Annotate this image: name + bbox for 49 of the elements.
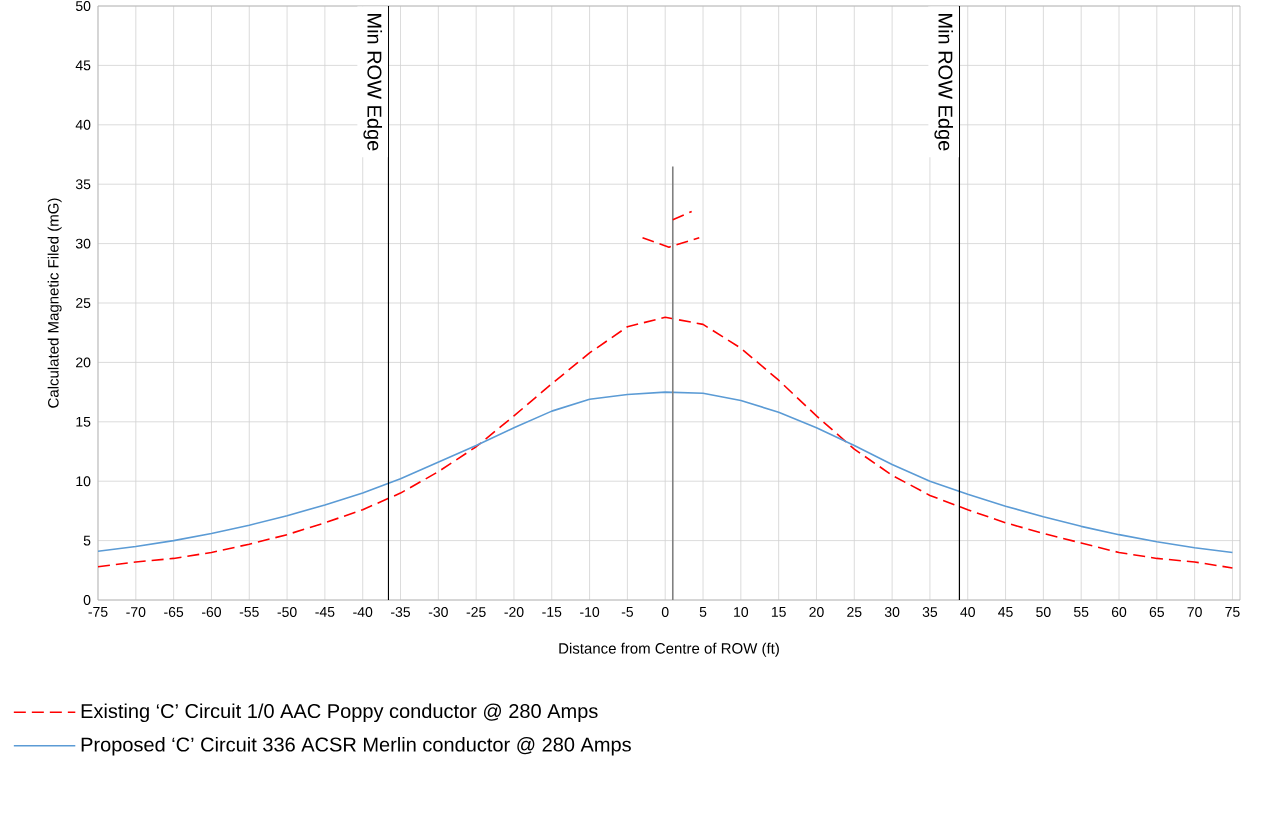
- x-tick-label: 45: [998, 607, 1013, 617]
- y-axis-title: Calculated Magnetic Filed (mG): [47, 198, 62, 408]
- x-tick-label: -15: [542, 607, 562, 617]
- y-tick-label: 30: [75, 238, 91, 249]
- y-tick-label: 35: [75, 179, 91, 190]
- y-tick-label: 45: [75, 60, 91, 71]
- x-tick-label: -50: [277, 607, 297, 617]
- x-tick-label: 70: [1187, 607, 1202, 617]
- x-tick-label: 30: [884, 607, 900, 617]
- x-tick-label: 10: [734, 607, 749, 617]
- x-tick-label: 50: [1036, 607, 1051, 617]
- x-tick-label: 40: [960, 607, 975, 617]
- x-tick-label: -40: [353, 607, 373, 617]
- x-tick-label: -75: [88, 607, 108, 617]
- legend-label: Existing ‘C’ Circuit 1/0 AAC Poppy conductor @ 280 Amps: [81, 703, 598, 723]
- x-tick-label: -70: [126, 607, 146, 617]
- ref-line-label: Min ROW Edge: [934, 14, 954, 151]
- y-tick-label: 40: [75, 119, 91, 130]
- line-series: [98, 316, 1234, 569]
- ref-line-label: Min ROW Edge: [363, 14, 383, 151]
- x-tick-label: -35: [391, 607, 411, 617]
- x-tick-label: -55: [239, 607, 259, 617]
- x-tick-label: 65: [1149, 607, 1164, 617]
- x-tick-label: 60: [1111, 607, 1127, 617]
- y-tick-label: 25: [76, 298, 91, 308]
- x-tick-label: 0: [661, 607, 669, 617]
- x-tick-label: 55: [1073, 607, 1089, 617]
- x-tick-label: -20: [504, 607, 524, 617]
- x-tick-label: 20: [809, 607, 824, 617]
- x-tick-label: -45: [315, 607, 335, 617]
- y-tick-label: 0: [83, 595, 91, 605]
- y-tick-label: 20: [76, 357, 91, 368]
- x-tick-label: -65: [164, 607, 184, 617]
- legend-label: Proposed ‘C’ Circuit 336 ACSR Merlin conductor @ 280 Amps: [81, 736, 631, 756]
- y-tick-label: 50: [75, 1, 91, 11]
- x-tick-label: 5: [699, 607, 707, 617]
- x-tick-label: -30: [428, 607, 448, 617]
- x-tick-label: 25: [847, 607, 862, 617]
- x-tick-label: 35: [922, 607, 938, 617]
- y-tick-label: 15: [76, 416, 91, 427]
- x-tick-label: -25: [466, 607, 486, 617]
- x-tick-label: -60: [201, 607, 222, 617]
- y-tick-label: 10: [76, 476, 91, 487]
- x-tick-label: 15: [771, 607, 786, 617]
- x-tick-label: 75: [1225, 607, 1240, 617]
- x-tick-label: -10: [580, 607, 600, 617]
- x-axis-title: Distance from Centre of ROW (ft): [559, 642, 779, 657]
- x-tick-label: -5: [621, 607, 634, 617]
- y-tick-label: 5: [83, 535, 91, 546]
